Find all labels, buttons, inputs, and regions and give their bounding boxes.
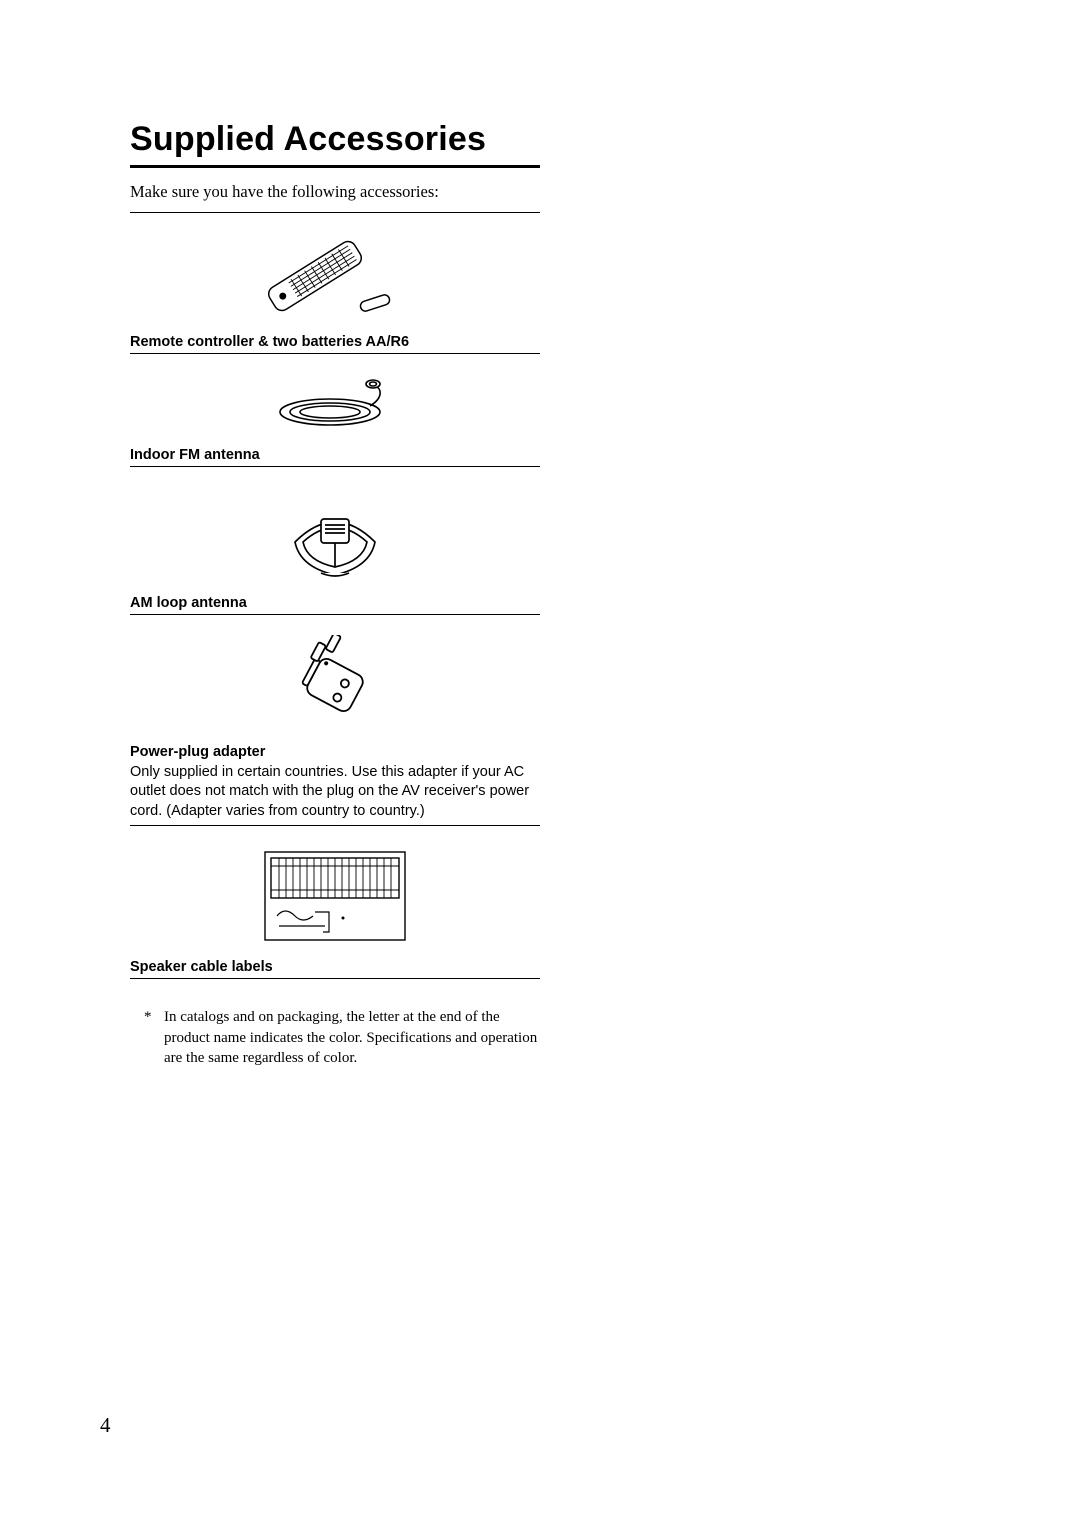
am-antenna-illustration <box>130 487 540 587</box>
item-label-fm: Indoor FM antenna <box>130 447 540 467</box>
item-label-cable: Speaker cable labels <box>130 959 540 979</box>
item-label-remote: Remote controller & two batteries AA/R6 <box>130 334 540 354</box>
fm-antenna-illustration <box>130 374 540 439</box>
page-number: 4 <box>100 1413 111 1438</box>
content-column: Supplied Accessories Make sure you have … <box>130 120 540 1068</box>
item-fm-antenna: Indoor FM antenna <box>130 374 540 467</box>
item-remote: Remote controller & two batteries AA/R6 <box>130 231 540 354</box>
page-title: Supplied Accessories <box>130 120 540 168</box>
item-cable-labels: Speaker cable labels <box>130 846 540 979</box>
remote-illustration <box>130 231 540 326</box>
item-desc-plug: Power-plug adapter Only supplied in cert… <box>130 743 540 826</box>
footnote-text: In catalogs and on packaging, the letter… <box>164 1007 540 1068</box>
item-label-plug: Power-plug adapter <box>130 744 265 760</box>
manual-page: Supplied Accessories Make sure you have … <box>0 0 1080 1068</box>
intro-text: Make sure you have the following accesso… <box>130 182 540 213</box>
footnote: * In catalogs and on packaging, the lett… <box>130 1007 540 1068</box>
footnote-mark: * <box>144 1007 164 1068</box>
item-label-am: AM loop antenna <box>130 595 540 615</box>
item-am-antenna: AM loop antenna <box>130 487 540 615</box>
item-plug-adapter: Power-plug adapter Only supplied in cert… <box>130 635 540 826</box>
cable-labels-illustration <box>130 846 540 951</box>
item-text-plug: Only supplied in certain countries. Use … <box>130 764 529 819</box>
plug-adapter-illustration <box>130 635 540 735</box>
